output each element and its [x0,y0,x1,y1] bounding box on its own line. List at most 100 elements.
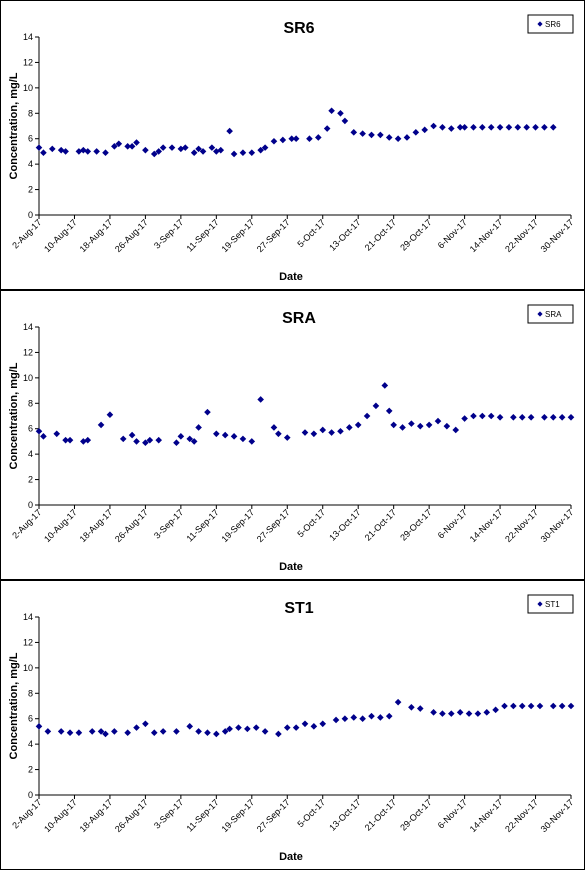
legend-box [527,594,574,614]
data-point [510,702,517,710]
x-tick-label: 30-Nov-17 [539,507,576,544]
data-point [75,729,83,736]
x-tick-label: 22-Nov-17 [503,797,540,834]
data-point [518,413,526,421]
data-point [49,145,56,153]
data-point [66,436,74,444]
x-tick-label: 2-Aug-17 [10,797,43,830]
data-point [319,720,327,728]
data-point [226,725,233,733]
data-point [430,122,437,130]
x-tick-label: 18-Aug-17 [78,507,115,544]
data-point [381,382,389,389]
data-point [341,715,349,723]
data-point [283,434,291,441]
data-point [221,728,229,735]
y-tick-label: 8 [28,398,33,408]
data-point [421,126,428,134]
y-tick-label: 6 [28,424,33,434]
x-tick-label: 21-Oct-17 [363,217,398,252]
data-point [487,412,495,420]
data-point [244,725,251,733]
data-point [230,433,238,440]
data-point [496,413,504,421]
data-point [439,710,446,717]
data-point [372,402,380,410]
data-point [124,729,131,736]
y-axis-label: Concentration, mg/L [8,362,20,469]
x-tick-label: 29-Oct-17 [398,797,433,832]
y-tick-label: 4 [28,739,33,749]
data-point [102,149,109,156]
data-point [425,421,433,429]
data-point [350,714,358,721]
series-points [35,698,575,738]
data-point [549,123,557,131]
data-point [319,426,327,434]
legend-marker [537,311,543,317]
data-point [567,702,575,710]
x-tick-label: 11-Sep-17 [184,217,220,253]
data-point [377,714,384,721]
data-point [275,730,282,738]
x-tick-label: 2-Aug-17 [10,507,43,540]
data-point [111,143,118,150]
x-tick-label: 27-Sep-17 [255,507,292,544]
data-point [195,424,202,431]
x-tick-label: 29-Oct-17 [398,217,433,252]
data-point [159,728,167,735]
data-point [448,125,455,132]
data-point [279,136,287,144]
y-tick-label: 10 [23,83,33,93]
x-tick-label: 13-Oct-17 [327,797,362,832]
y-tick-label: 12 [23,637,33,647]
data-point [292,724,300,731]
data-point [62,436,69,444]
data-point [332,716,340,724]
y-axis-label: Concentration, mg/L [8,72,20,179]
data-point [248,149,256,156]
data-point [510,413,517,421]
data-point [328,107,335,115]
data-point [150,729,158,736]
data-point [239,435,247,443]
data-point [97,728,105,735]
data-point [35,723,43,730]
series-points [35,382,575,446]
data-point [496,123,504,131]
data-point [128,431,136,439]
x-tick-label: 6-Nov-17 [436,217,469,250]
data-point [124,143,131,150]
x-tick-label: 5-Oct-17 [295,797,327,829]
chart-sr6: SR6 0 2 4 6 8 10 12 14 2-Aug-1710-Aug-1718-Aug-17… [8,14,575,283]
data-point [111,728,118,735]
x-tick-label: 21-Oct-17 [363,507,398,542]
data-point [385,712,393,720]
data-point [315,134,322,141]
data-point [456,709,464,716]
data-point [434,417,442,425]
legend-box [527,14,574,34]
x-tick-label: 21-Oct-17 [363,797,398,832]
x-tick-label: 5-Oct-17 [295,217,327,249]
data-point [133,438,140,445]
data-point [173,439,180,446]
y-tick-label: 10 [23,663,33,673]
data-point [430,709,437,716]
data-point [213,730,220,738]
data-point [97,421,105,429]
data-point [306,135,313,143]
data-point [204,408,211,416]
data-point [88,728,96,735]
x-tick-label: 22-Nov-17 [503,217,540,254]
data-point [527,413,535,421]
data-point [270,137,278,145]
data-point [301,720,309,728]
x-tick-label: 14-Nov-17 [468,507,505,544]
data-point [150,150,158,158]
x-tick-label: 13-Oct-17 [327,217,362,252]
y-tick-label: 14 [23,322,33,332]
data-point [190,149,198,156]
legend-box [527,304,574,324]
y-tick-label: 12 [23,347,33,357]
